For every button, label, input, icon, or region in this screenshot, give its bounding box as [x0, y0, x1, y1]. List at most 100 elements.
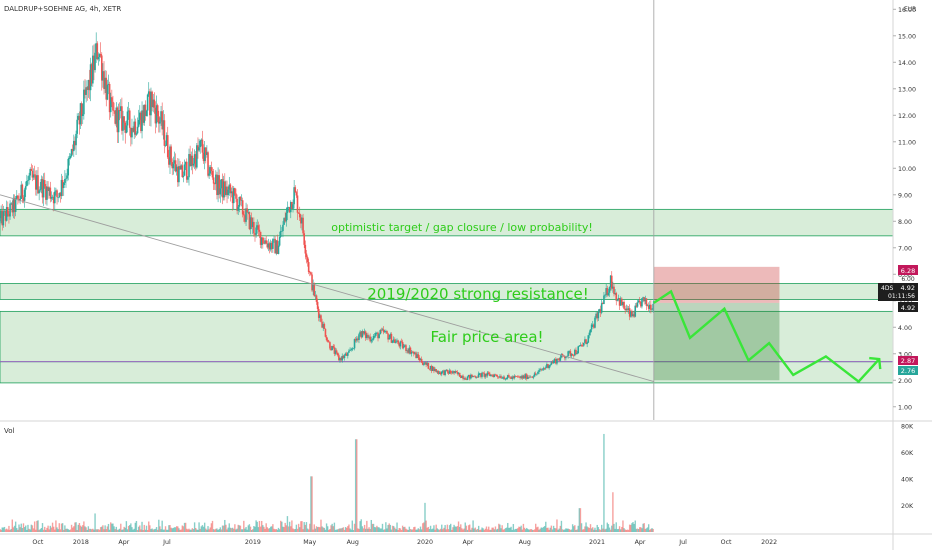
candle-body — [55, 190, 57, 192]
candle-body — [411, 351, 414, 353]
candle-body — [360, 331, 363, 338]
price-tick-label: 3.00 — [898, 351, 912, 358]
volume-bar — [348, 524, 350, 532]
candle-body — [187, 177, 189, 180]
candle-body — [652, 303, 654, 310]
volume-bar — [366, 520, 368, 532]
volume-bar — [8, 525, 10, 532]
volume-bar — [87, 526, 90, 532]
volume-bar — [391, 525, 394, 532]
volume-bar — [206, 529, 208, 532]
volume-bar — [65, 528, 67, 532]
volume-bar — [401, 525, 404, 532]
volume-bar — [400, 529, 403, 532]
candles-layer — [0, 32, 654, 381]
volume-bar — [500, 528, 502, 532]
volume-bar — [165, 529, 168, 532]
candle-body — [470, 374, 472, 379]
candle-body — [438, 372, 441, 374]
candle-body — [596, 313, 599, 319]
candle-body — [531, 376, 534, 378]
volume-bar — [149, 525, 151, 532]
candle-body — [407, 350, 410, 353]
candle-body — [257, 225, 260, 230]
candle-body — [608, 287, 611, 293]
candle-body — [446, 369, 449, 372]
candle-body — [130, 127, 132, 138]
volume-bar — [102, 525, 104, 532]
volume-bar — [105, 529, 107, 532]
candle-body — [38, 190, 40, 194]
target-b-tag — [898, 366, 918, 375]
volume-bar — [547, 527, 549, 532]
candle-body — [331, 345, 333, 351]
candle-body — [89, 64, 92, 91]
volume-bar — [121, 529, 123, 532]
volume-bar — [508, 527, 510, 532]
candle-body — [88, 79, 91, 91]
candle-body — [320, 315, 322, 322]
volume-bar — [19, 527, 21, 532]
candle-body — [281, 231, 283, 232]
volume-bar — [325, 523, 328, 532]
candle-body — [340, 358, 342, 361]
candle-body — [121, 106, 123, 131]
volume-bar — [17, 529, 19, 532]
volume-pane[interactable] — [0, 433, 654, 532]
candle-body — [1, 210, 4, 226]
candle-body — [355, 338, 358, 341]
candle-body — [201, 139, 204, 153]
price-tick-label: 4.00 — [898, 325, 912, 332]
candle-body — [283, 218, 285, 225]
volume-bar — [551, 529, 554, 532]
candle-body — [640, 301, 642, 307]
candle-body — [75, 133, 77, 146]
candle-body — [78, 115, 81, 125]
volume-bar — [622, 520, 624, 532]
volume-bar — [587, 527, 589, 532]
candle-body — [395, 341, 397, 343]
candle-body — [276, 240, 279, 254]
volume-bar — [351, 520, 353, 532]
candle-body — [181, 165, 184, 178]
volume-bar — [222, 525, 225, 532]
candle-body — [274, 238, 276, 254]
volume-bar — [20, 523, 22, 532]
volume-bar — [268, 528, 271, 532]
volume-bar — [152, 529, 154, 532]
volume-bar — [599, 529, 602, 532]
candle-body — [578, 346, 581, 347]
candle-body — [305, 253, 308, 258]
candle-body — [158, 116, 160, 124]
volume-bar — [187, 529, 189, 532]
candle-body — [85, 87, 87, 95]
volume-bar — [354, 439, 357, 532]
candle-body — [209, 167, 212, 174]
volume-bar — [115, 526, 118, 532]
candle-body — [172, 163, 175, 169]
position-tool[interactable] — [653, 266, 780, 381]
candle-body — [225, 186, 227, 196]
volume-bar — [191, 528, 194, 532]
volume-bar — [585, 522, 587, 532]
candle-body — [179, 166, 181, 170]
volume-bar — [114, 529, 116, 532]
candle-body — [104, 77, 106, 90]
volume-bar — [597, 527, 600, 532]
candle-body — [379, 330, 382, 335]
candle-body — [70, 149, 73, 157]
volume-bar — [229, 527, 232, 532]
volume-bar — [57, 529, 59, 532]
volume-bar — [574, 525, 576, 532]
candle-body — [644, 298, 647, 302]
drawings-layer[interactable] — [0, 0, 882, 420]
volume-bar — [451, 529, 453, 532]
candle-body — [229, 184, 232, 194]
candle-body — [396, 340, 398, 342]
candle-body — [61, 179, 64, 189]
candle-body — [12, 197, 15, 213]
volume-bar — [11, 519, 14, 532]
volume-bar — [489, 529, 491, 532]
candle-body — [246, 208, 248, 213]
